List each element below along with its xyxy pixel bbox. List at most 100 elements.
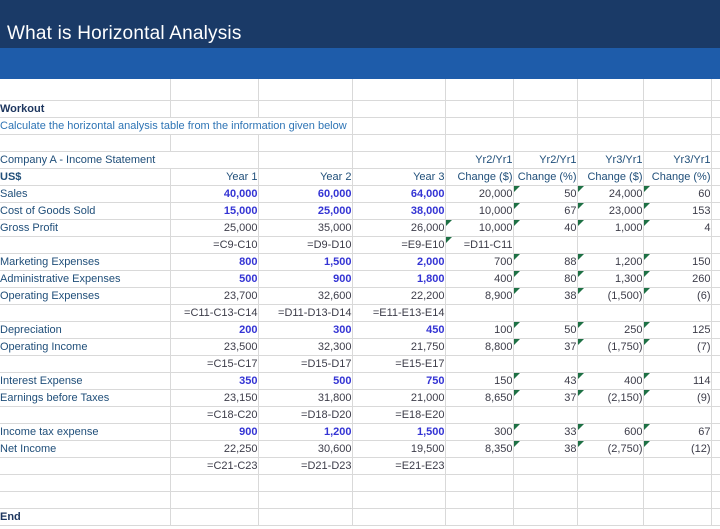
value-cell[interactable]: 150	[445, 372, 514, 390]
value-cell[interactable]: (12)	[643, 440, 712, 458]
value-cell[interactable]: 50	[513, 185, 578, 203]
value-cell[interactable]: 300	[445, 423, 514, 441]
value-cell[interactable]	[643, 406, 712, 424]
value-cell[interactable]: 40,000	[170, 185, 259, 203]
value-cell[interactable]: =D9-D10	[258, 236, 353, 254]
value-cell[interactable]: 26,000	[352, 219, 446, 237]
value-cell[interactable]: 21,000	[352, 389, 446, 407]
value-cell[interactable]: 67	[513, 202, 578, 220]
edge-cell[interactable]	[711, 423, 720, 441]
change-pct-header[interactable]: Change (%)	[643, 168, 712, 186]
value-cell[interactable]: 1,300	[577, 270, 644, 288]
value-cell[interactable]: 32,600	[258, 287, 353, 305]
value-cell[interactable]: 150	[643, 253, 712, 271]
change-dollar-header[interactable]: Change ($)	[577, 168, 644, 186]
value-cell[interactable]: 900	[170, 423, 259, 441]
value-cell[interactable]: 43	[513, 372, 578, 390]
value-cell[interactable]: 33	[513, 423, 578, 441]
value-cell[interactable]: 900	[258, 270, 353, 288]
change-pct-header[interactable]: Change (%)	[513, 168, 578, 186]
row-label[interactable]	[0, 355, 171, 373]
edge-cell[interactable]	[711, 389, 720, 407]
value-cell[interactable]	[643, 304, 712, 322]
value-cell[interactable]: 38,000	[352, 202, 446, 220]
value-cell[interactable]: 23,000	[577, 202, 644, 220]
value-cell[interactable]	[643, 457, 712, 475]
value-cell[interactable]: =C15-C17	[170, 355, 259, 373]
value-cell[interactable]: 1,800	[352, 270, 446, 288]
edge-cell[interactable]	[711, 202, 720, 220]
value-cell[interactable]: 4	[643, 219, 712, 237]
value-cell[interactable]: =E11-E13-E14	[352, 304, 446, 322]
value-cell[interactable]	[513, 406, 578, 424]
row-label[interactable]: Cost of Goods Sold	[0, 202, 171, 220]
value-cell[interactable]: 67	[643, 423, 712, 441]
edge-cell[interactable]	[711, 253, 720, 271]
value-cell[interactable]: (1,500)	[577, 287, 644, 305]
value-cell[interactable]: 23,150	[170, 389, 259, 407]
value-cell[interactable]: 8,900	[445, 287, 514, 305]
value-cell[interactable]: =C9-C10	[170, 236, 259, 254]
row-label[interactable]: Marketing Expenses	[0, 253, 171, 271]
value-cell[interactable]: 1,200	[258, 423, 353, 441]
value-cell[interactable]: 300	[258, 321, 353, 339]
row-label[interactable]	[0, 457, 171, 475]
value-cell[interactable]: 37	[513, 338, 578, 356]
value-cell[interactable]: 800	[170, 253, 259, 271]
value-cell[interactable]: 40	[513, 219, 578, 237]
value-cell[interactable]	[577, 457, 644, 475]
value-cell[interactable]: 1,500	[258, 253, 353, 271]
value-cell[interactable]	[445, 355, 514, 373]
value-cell[interactable]: 31,800	[258, 389, 353, 407]
edge-cell[interactable]	[711, 355, 720, 373]
value-cell[interactable]	[445, 406, 514, 424]
row-label[interactable]: Depreciation	[0, 321, 171, 339]
value-cell[interactable]: 500	[170, 270, 259, 288]
yr-ratio-header[interactable]: Yr2/Yr1	[513, 151, 578, 169]
value-cell[interactable]: 750	[352, 372, 446, 390]
value-cell[interactable]: 400	[445, 270, 514, 288]
row-label[interactable]: Sales	[0, 185, 171, 203]
value-cell[interactable]	[577, 304, 644, 322]
value-cell[interactable]: 30,600	[258, 440, 353, 458]
currency-header[interactable]: US$	[0, 168, 171, 186]
yr-ratio-header[interactable]: Yr3/Yr1	[577, 151, 644, 169]
value-cell[interactable]: 20,000	[445, 185, 514, 203]
row-label[interactable]: Operating Expenses	[0, 287, 171, 305]
value-cell[interactable]: =C18-C20	[170, 406, 259, 424]
value-cell[interactable]: 114	[643, 372, 712, 390]
value-cell[interactable]	[513, 355, 578, 373]
row-label[interactable]	[0, 406, 171, 424]
edge-cell[interactable]	[711, 304, 720, 322]
value-cell[interactable]: 1,200	[577, 253, 644, 271]
value-cell[interactable]	[513, 457, 578, 475]
value-cell[interactable]: =D18-D20	[258, 406, 353, 424]
value-cell[interactable]: 88	[513, 253, 578, 271]
row-label[interactable]	[0, 304, 171, 322]
value-cell[interactable]: 15,000	[170, 202, 259, 220]
value-cell[interactable]: 60,000	[258, 185, 353, 203]
value-cell[interactable]: (7)	[643, 338, 712, 356]
change-dollar-header[interactable]: Change ($)	[445, 168, 514, 186]
value-cell[interactable]: 8,650	[445, 389, 514, 407]
value-cell[interactable]	[445, 457, 514, 475]
value-cell[interactable]: 37	[513, 389, 578, 407]
statement-title[interactable]: Company A - Income Statement	[0, 151, 259, 169]
value-cell[interactable]: 25,000	[258, 202, 353, 220]
value-cell[interactable]: 35,000	[258, 219, 353, 237]
value-cell[interactable]: =E9-E10	[352, 236, 446, 254]
value-cell[interactable]: 21,750	[352, 338, 446, 356]
value-cell[interactable]: 250	[577, 321, 644, 339]
value-cell[interactable]: =E21-E23	[352, 457, 446, 475]
value-cell[interactable]: 1,000	[577, 219, 644, 237]
year1-header[interactable]: Year 1	[170, 168, 259, 186]
value-cell[interactable]: 22,250	[170, 440, 259, 458]
value-cell[interactable]	[513, 304, 578, 322]
value-cell[interactable]: 60	[643, 185, 712, 203]
value-cell[interactable]: 1,500	[352, 423, 446, 441]
value-cell[interactable]	[577, 355, 644, 373]
end-label[interactable]: End	[0, 508, 171, 526]
value-cell[interactable]: =D21-D23	[258, 457, 353, 475]
value-cell[interactable]: 8,350	[445, 440, 514, 458]
value-cell[interactable]: 23,500	[170, 338, 259, 356]
